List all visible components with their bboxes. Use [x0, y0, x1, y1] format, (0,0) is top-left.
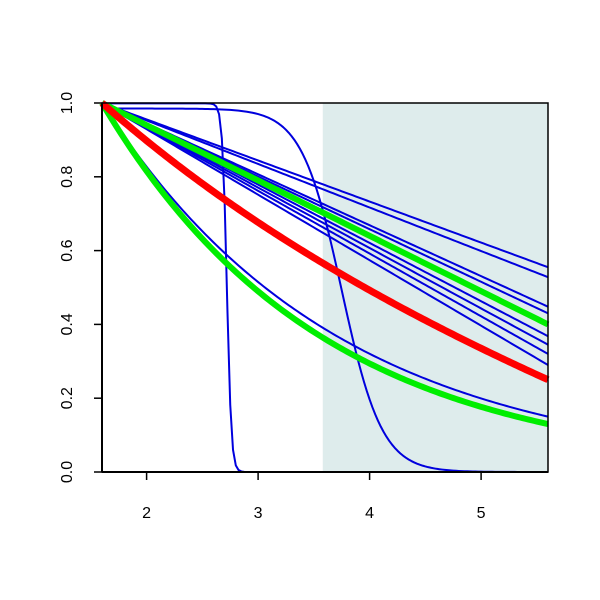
series-line-14: [99, 100, 550, 383]
y-tick-label: 0.4: [59, 313, 76, 335]
series-line-1: [101, 102, 549, 269]
series-line-12: [100, 100, 550, 328]
x-tick-label: 5: [477, 505, 486, 522]
y-axis: 0.0 0.2 0.4 0.6 0.8 1.0: [59, 92, 103, 483]
series-line-9: [101, 102, 549, 418]
x-axis: 2 3 4 5: [102, 471, 548, 522]
y-tick-label: 0.2: [59, 387, 76, 409]
y-tick-label: 1.0: [59, 92, 76, 114]
y-tick-label: 0.8: [59, 166, 76, 188]
x-tick-label: 2: [142, 505, 151, 522]
x-tick-label: 3: [254, 505, 263, 522]
y-tick-label: 0.6: [59, 239, 76, 261]
series-line-13: [99, 101, 549, 427]
series-line-6: [101, 102, 549, 346]
series-line-2: [101, 102, 549, 279]
y-tick-label: 0.0: [59, 461, 76, 483]
series-line-7: [101, 102, 549, 355]
series-line-8: [101, 102, 549, 366]
x-tick-label: 4: [365, 505, 374, 522]
